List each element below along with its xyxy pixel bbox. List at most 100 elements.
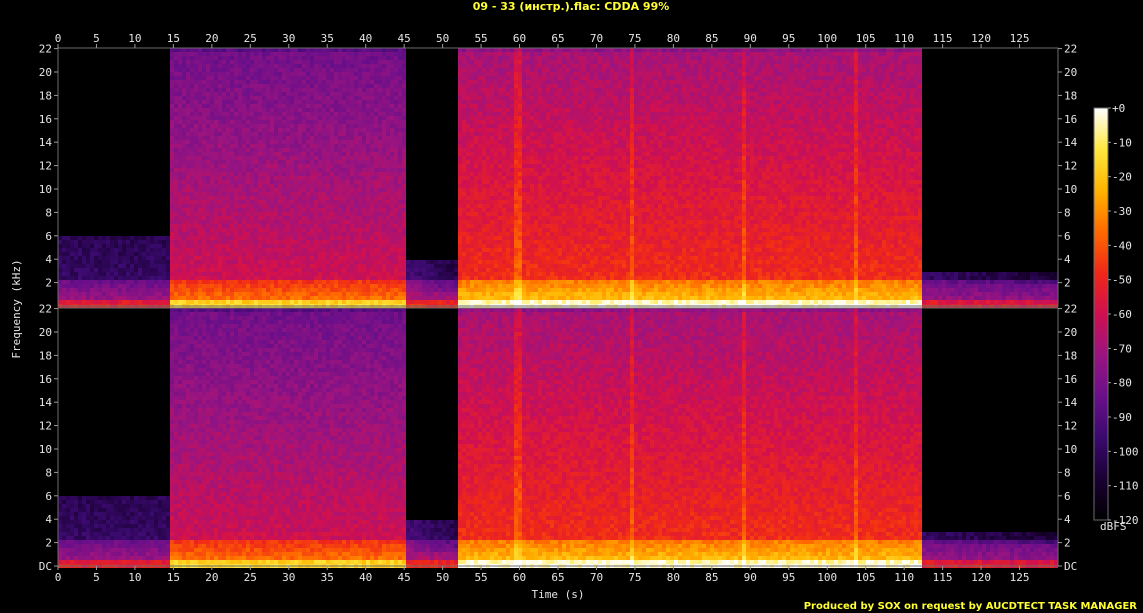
spectrogram-cell bbox=[154, 288, 158, 292]
spectrogram-cell bbox=[74, 216, 78, 220]
spectrogram-cell bbox=[198, 260, 202, 264]
spectrogram-cell bbox=[162, 208, 166, 212]
spectrogram-cell bbox=[182, 296, 186, 300]
spectrogram-cell bbox=[154, 52, 158, 56]
spectrogram-cell bbox=[214, 200, 218, 204]
spectrogram-cell bbox=[102, 264, 106, 268]
spectrogram-cell bbox=[162, 64, 166, 68]
spectrogram-cell bbox=[122, 144, 126, 148]
spectrogram-cell bbox=[138, 52, 142, 56]
spectrogram-cell bbox=[166, 100, 170, 104]
spectrogram-cell bbox=[186, 300, 190, 304]
spectrogram-cell bbox=[194, 264, 198, 268]
spectrogram-cell bbox=[98, 160, 102, 164]
spectrogram-cell bbox=[190, 96, 194, 100]
spectrogram-cell bbox=[170, 140, 174, 144]
spectrogram-cell bbox=[178, 280, 182, 284]
spectrogram-cell bbox=[158, 116, 162, 120]
spectrogram-cell bbox=[198, 200, 202, 204]
spectrogram-cell bbox=[90, 168, 94, 172]
spectrogram-cell bbox=[138, 92, 142, 96]
spectrogram-cell bbox=[114, 236, 118, 240]
spectrogram-cell bbox=[230, 168, 234, 172]
spectrogram-cell bbox=[170, 60, 174, 64]
spectrogram-cell bbox=[102, 196, 106, 200]
spectrogram-cell bbox=[162, 188, 166, 192]
spectrogram-cell bbox=[226, 116, 230, 120]
spectrogram-cell bbox=[66, 280, 70, 284]
spectrogram-cell bbox=[58, 116, 62, 120]
spectrogram-cell bbox=[94, 296, 98, 300]
spectrogram-cell bbox=[242, 296, 246, 300]
spectrogram-cell bbox=[86, 264, 90, 268]
spectrogram-cell bbox=[230, 248, 234, 252]
spectrogram-cell bbox=[222, 172, 226, 176]
spectrogram-cell bbox=[242, 180, 246, 184]
spectrogram-cell bbox=[242, 76, 246, 80]
spectrogram-cell bbox=[102, 140, 106, 144]
spectrogram-cell bbox=[126, 164, 130, 168]
spectrogram-cell bbox=[186, 56, 190, 60]
spectrogram-cell bbox=[98, 104, 102, 108]
spectrogram-cell bbox=[110, 256, 114, 260]
spectrogram-cell bbox=[94, 144, 98, 148]
spectrogram-cell bbox=[142, 48, 146, 52]
spectrogram-cell bbox=[118, 256, 122, 260]
spectrogram-cell bbox=[102, 68, 106, 72]
spectrogram-cell bbox=[198, 92, 202, 96]
spectrogram-cell bbox=[146, 204, 150, 208]
spectrogram-cell bbox=[130, 300, 134, 304]
spectrogram-cell bbox=[154, 152, 158, 156]
spectrogram-cell bbox=[178, 140, 182, 144]
spectrogram-cell bbox=[162, 92, 166, 96]
spectrogram-cell bbox=[162, 272, 166, 276]
spectrogram-cell bbox=[126, 176, 130, 180]
spectrogram-cell bbox=[190, 252, 194, 256]
spectrogram-cell bbox=[182, 200, 186, 204]
spectrogram-cell bbox=[234, 132, 238, 136]
spectrogram-cell bbox=[186, 108, 190, 112]
spectrogram-cell bbox=[214, 148, 218, 152]
spectrogram-cell bbox=[146, 236, 150, 240]
spectrogram-cell bbox=[86, 164, 90, 168]
spectrogram-cell bbox=[102, 244, 106, 248]
spectrogram-cell bbox=[178, 176, 182, 180]
spectrogram-cell bbox=[186, 116, 190, 120]
spectrogram-cell bbox=[106, 88, 110, 92]
spectrogram-cell bbox=[234, 112, 238, 116]
spectrogram-cell bbox=[198, 208, 202, 212]
spectrogram-cell bbox=[134, 128, 138, 132]
spectrogram-cell bbox=[174, 264, 178, 268]
spectrogram-cell bbox=[126, 252, 130, 256]
spectrogram-cell bbox=[150, 136, 154, 140]
spectrogram-cell bbox=[194, 232, 198, 236]
spectrogram-cell bbox=[214, 232, 218, 236]
spectrogram-cell bbox=[82, 184, 86, 188]
spectrogram-cell bbox=[142, 76, 146, 80]
spectrogram-cell bbox=[102, 152, 106, 156]
spectrogram-cell bbox=[122, 208, 126, 212]
spectrogram-cell bbox=[70, 52, 74, 56]
spectrogram-cell bbox=[246, 236, 250, 240]
spectrogram-cell bbox=[182, 100, 186, 104]
spectrogram-cell bbox=[202, 104, 206, 108]
spectrogram-cell bbox=[210, 224, 214, 228]
spectrogram-cell bbox=[210, 128, 214, 132]
spectrogram-cell bbox=[138, 116, 142, 120]
spectrogram-cell bbox=[146, 56, 150, 60]
spectrogram-cell bbox=[162, 284, 166, 288]
spectrogram-cell bbox=[70, 168, 74, 172]
spectrogram-cell bbox=[242, 272, 246, 276]
spectrogram-cell bbox=[194, 272, 198, 276]
spectrogram-cell bbox=[74, 92, 78, 96]
spectrogram-cell bbox=[70, 252, 74, 256]
spectrogram-cell bbox=[170, 236, 174, 240]
spectrogram-cell bbox=[110, 252, 114, 256]
spectrogram-cell bbox=[150, 232, 154, 236]
spectrogram-cell bbox=[146, 284, 150, 288]
spectrogram-cell bbox=[182, 252, 186, 256]
spectrogram-cell bbox=[214, 296, 218, 300]
spectrogram-cell bbox=[150, 196, 154, 200]
spectrogram-cell bbox=[86, 188, 90, 192]
spectrogram-cell bbox=[246, 48, 250, 52]
